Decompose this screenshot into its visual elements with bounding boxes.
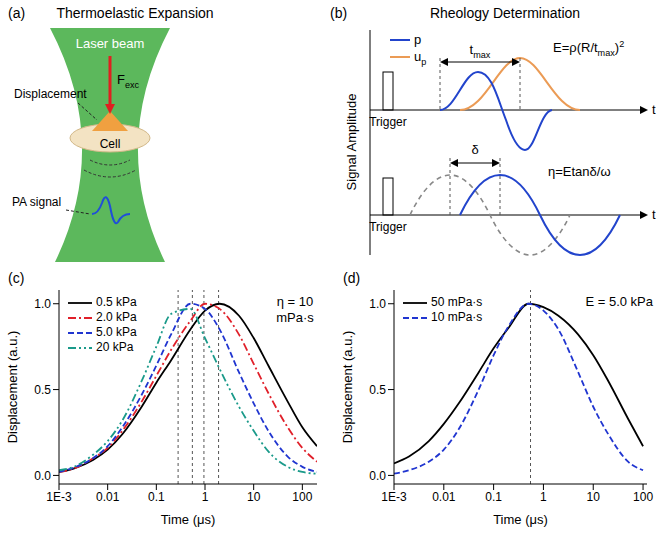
svg-text:(a): (a) <box>8 5 25 21</box>
svg-text:up: up <box>414 49 426 67</box>
svg-text:Thermoelastic Expansion: Thermoelastic Expansion <box>56 5 213 21</box>
svg-text:0.0: 0.0 <box>369 469 386 483</box>
svg-text:t: t <box>652 207 656 222</box>
svg-text:100: 100 <box>292 490 312 504</box>
html-text:50 mPa·s: 50 mPa·s <box>431 295 483 309</box>
html-text:2.0 kPa: 2.0 kPa <box>96 310 137 324</box>
svg-text:0.5: 0.5 <box>369 383 386 397</box>
svg-text:1: 1 <box>540 490 547 504</box>
svg-text:0.1: 0.1 <box>148 490 165 504</box>
html-text:E = 5.0 kPa: E = 5.0 kPa <box>585 294 653 309</box>
svg-text:Displacement (a.u.): Displacement (a.u.) <box>340 331 355 444</box>
svg-text:p: p <box>414 32 421 47</box>
html-text:η = 10 mPa·s: η = 10 mPa·s <box>276 294 314 325</box>
svg-text:PA signal: PA signal <box>12 195 61 209</box>
svg-text:Time (μs): Time (μs) <box>161 512 216 527</box>
svg-text:Trigger: Trigger <box>369 115 407 129</box>
svg-text:10: 10 <box>587 490 601 504</box>
svg-text:0.1: 0.1 <box>485 490 502 504</box>
html-text:(d): (d) <box>343 270 361 286</box>
svg-text:(b): (b) <box>330 5 347 21</box>
svg-text:tmax: tmax <box>470 42 491 60</box>
svg-text:10: 10 <box>247 490 261 504</box>
html-text:0.5 kPa: 0.5 kPa <box>96 295 137 309</box>
svg-text:1.0: 1.0 <box>34 297 51 311</box>
svg-text:100: 100 <box>633 490 653 504</box>
svg-text:Fexc: Fexc <box>117 72 140 90</box>
svg-text:Time (μs): Time (μs) <box>493 512 548 527</box>
html-text:20 kPa: 20 kPa <box>96 340 134 354</box>
svg-text:Displacement (a.u.): Displacement (a.u.) <box>5 331 20 444</box>
svg-text:0.01: 0.01 <box>432 490 456 504</box>
svg-text:t: t <box>652 102 656 117</box>
html-text:10 mPa·s: 10 mPa·s <box>431 310 483 324</box>
svg-text:1E-3: 1E-3 <box>46 490 72 504</box>
svg-text:E=ρ(R/tmax)2: E=ρ(R/tmax)2 <box>553 39 624 58</box>
svg-text:1E-3: 1E-3 <box>381 490 407 504</box>
svg-text:Signal Amplitude: Signal Amplitude <box>344 94 359 191</box>
svg-text:Cell: Cell <box>100 137 121 151</box>
svg-text:Laser beam: Laser beam <box>76 36 145 51</box>
svg-text:Trigger: Trigger <box>369 220 407 234</box>
svg-text:0.0: 0.0 <box>34 469 51 483</box>
svg-text:Rheology Determination: Rheology Determination <box>430 5 580 21</box>
html-text:(c): (c) <box>8 270 25 286</box>
svg-text:1: 1 <box>202 490 209 504</box>
svg-text:δ: δ <box>471 142 478 157</box>
svg-text:0.5: 0.5 <box>34 383 51 397</box>
svg-text:0.01: 0.01 <box>96 490 120 504</box>
svg-text:Displacement: Displacement <box>14 87 87 101</box>
html-text:5.0 kPa: 5.0 kPa <box>96 325 137 339</box>
svg-text:1.0: 1.0 <box>369 297 386 311</box>
svg-text:η=Etanδ/ω: η=Etanδ/ω <box>548 164 611 179</box>
